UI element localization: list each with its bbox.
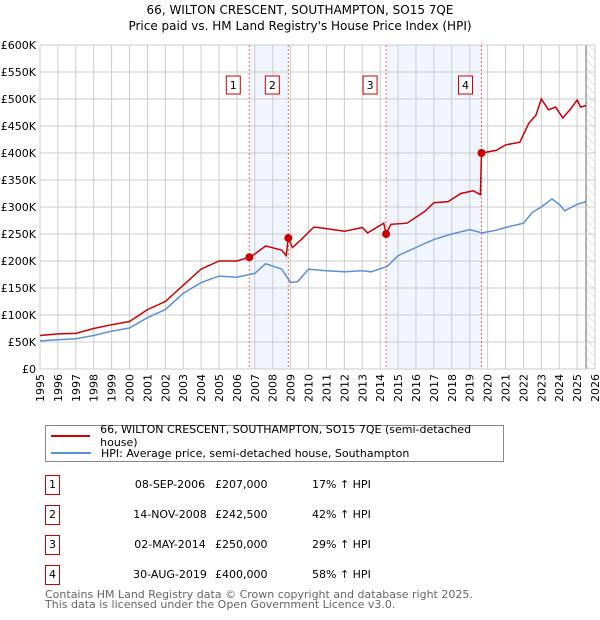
sale-hpi-change: 58% ↑ HPI	[312, 568, 371, 581]
y-tick-label: £550K	[1, 66, 37, 79]
x-tick-label: 2009	[285, 374, 298, 402]
sale-point	[382, 230, 391, 238]
y-tick-label: £200K	[1, 255, 37, 268]
chart-title: 66, WILTON CRESCENT, SOUTHAMPTON, SO15 7…	[146, 3, 454, 17]
legend-swatch-blue	[51, 452, 91, 454]
footer: Contains HM Land Registry data © Crown c…	[45, 588, 473, 611]
y-tick-label: £600K	[1, 39, 37, 52]
legend-label: HPI: Average price, semi-detached house,…	[101, 446, 410, 460]
y-tick-label: £450K	[1, 120, 37, 133]
footer-line2: This data is licensed under the Open Gov…	[45, 598, 396, 611]
series-line-property	[39, 97, 587, 337]
x-tick-label: 2015	[392, 374, 405, 402]
sale-label: 3	[367, 79, 374, 92]
x-tick-label: 2022	[517, 374, 530, 402]
x-tick-label: 2014	[374, 374, 387, 402]
sale-label-box	[362, 75, 378, 95]
x-tick-label: 2006	[231, 374, 244, 402]
x-tick-label: 2023	[535, 374, 548, 402]
x-tick-label: 2007	[249, 374, 262, 402]
x-tick-label: 2011	[320, 374, 333, 402]
sale-price: £400,000	[215, 568, 268, 581]
x-tick-label: 2010	[303, 374, 316, 402]
y-tick-label: £150K	[1, 282, 37, 295]
sale-label: 1	[230, 79, 237, 92]
sale-date: 02-MAY-2014	[134, 538, 206, 551]
sale-price: £207,000	[215, 478, 268, 491]
sale-hpi-change: 42% ↑ HPI	[312, 508, 371, 521]
x-tick-label: 1995	[34, 374, 47, 402]
legend-swatch-red	[51, 435, 91, 437]
sale-point	[284, 234, 293, 243]
footer-line1: Contains HM Land Registry data © Crown c…	[45, 588, 473, 601]
x-tick-label: 2012	[338, 374, 351, 402]
sale-number: 3	[45, 535, 60, 555]
x-tick-label: 1996	[52, 374, 65, 402]
sale-point	[477, 149, 486, 157]
y-tick-label: £100K	[1, 309, 37, 322]
sale-label: 2	[269, 79, 276, 92]
sale-hpi-change: 29% ↑ HPI	[312, 538, 371, 551]
plot-border	[39, 44, 596, 370]
x-tick-label: 2000	[124, 374, 137, 402]
sale-number: 4	[45, 565, 60, 585]
sale-label-box	[457, 75, 473, 95]
sale-label: 4	[462, 79, 469, 92]
legend: 66, WILTON CRESCENT, SOUTHAMPTON, SO15 7…	[45, 423, 504, 462]
x-tick-label: 2021	[499, 374, 512, 402]
sale-date: 30-AUG-2019	[133, 568, 207, 581]
legend-item-hpi: HPI: Average price, semi-detached house,…	[46, 445, 409, 461]
x-tick-label: 2008	[267, 374, 280, 402]
sale-point	[245, 253, 254, 262]
legend-item-property: 66, WILTON CRESCENT, SOUTHAMPTON, SO15 7…	[46, 423, 503, 449]
x-tick-label: 2013	[356, 374, 369, 402]
x-tick-label: 2017	[428, 374, 441, 402]
x-tick-label: 2005	[213, 374, 226, 402]
x-tick-label: 2025	[571, 374, 584, 402]
sale-date: 08-SEP-2006	[134, 478, 206, 491]
sale-label-box	[225, 75, 241, 95]
sale-label-box	[264, 75, 280, 95]
x-tick-label: 2004	[195, 374, 208, 402]
sale-price: £250,000	[215, 538, 268, 551]
x-tick-label: 2024	[553, 374, 566, 402]
x-tick-label: 2019	[464, 374, 477, 402]
x-tick-label: 2002	[159, 374, 172, 402]
x-tick-label: 1998	[88, 374, 101, 402]
sale-price: £242,500	[215, 508, 268, 521]
y-tick-label: £0	[22, 363, 36, 376]
x-tick-label: 2020	[482, 374, 495, 402]
x-tick-label: 2026	[589, 374, 600, 402]
y-tick-label: £50K	[8, 336, 37, 349]
sale-number: 1	[45, 475, 60, 495]
series-line-hpi	[39, 197, 587, 342]
chart-subtitle: Price paid vs. HM Land Registry's House …	[128, 19, 472, 33]
legend-label: 66, WILTON CRESCENT, SOUTHAMPTON, SO15 7…	[100, 423, 472, 449]
x-tick-label: 2003	[177, 374, 190, 402]
x-tick-label: 2018	[446, 374, 459, 402]
plot-area: 1995 1996 1997 1998 1999 2000 2001 2002 2003 2004…	[1, 39, 600, 402]
x-tick-label: 2016	[410, 374, 423, 402]
y-tick-label: £400K	[1, 147, 37, 160]
x-tick-label: 1997	[70, 374, 83, 402]
y-tick-label: £500K	[1, 93, 37, 106]
y-tick-label: £300K	[1, 201, 37, 214]
x-tick-label: 2001	[141, 374, 154, 402]
x-tick-label: 1999	[106, 374, 119, 402]
sale-date: 14-NOV-2008	[133, 508, 207, 521]
y-tick-label: £350K	[1, 174, 37, 187]
sale-number: 2	[45, 505, 60, 525]
sale-hpi-change: 17% ↑ HPI	[312, 478, 371, 491]
y-tick-label: £250K	[1, 228, 37, 241]
